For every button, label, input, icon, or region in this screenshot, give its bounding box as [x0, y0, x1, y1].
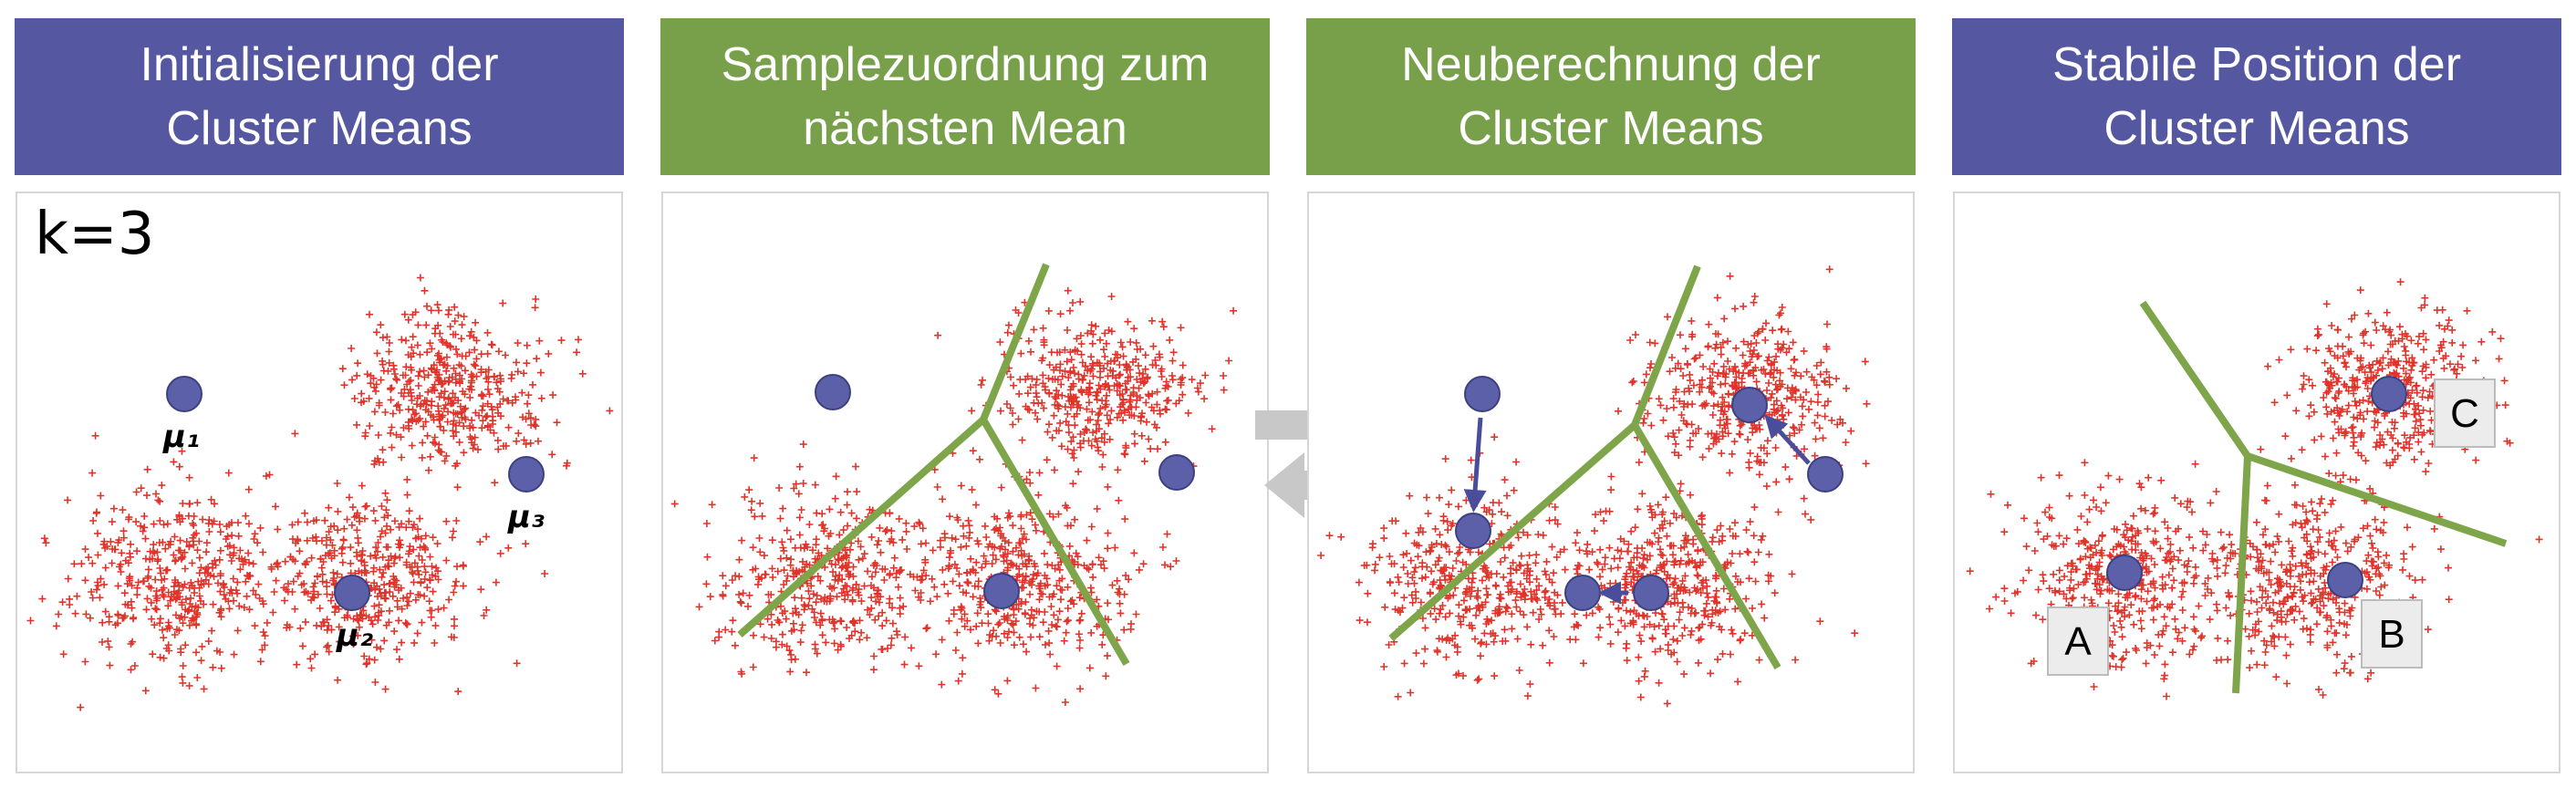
panel-initialization: μ₁ μ₂ μ₃ — [16, 192, 623, 773]
sample-points — [26, 274, 614, 711]
move-arrow-3 — [1764, 414, 1811, 465]
cluster-label-c-text: C — [2450, 391, 2479, 436]
move-arrow-1 — [1463, 417, 1487, 513]
mean-3-marker — [508, 456, 545, 493]
step-1-title-line2: Cluster Means — [166, 102, 473, 155]
cluster-label-b: B — [2361, 599, 2423, 669]
sample-marks — [670, 286, 1238, 706]
panel-stable: A B C — [1953, 192, 2560, 773]
mean-c-marker — [2371, 376, 2407, 412]
new-mean-1-marker — [1455, 513, 1491, 549]
new-mean-3-marker — [1731, 387, 1768, 423]
panel-2-plot — [670, 263, 1238, 706]
old-mean-2-marker — [1633, 575, 1669, 611]
step-2-title-line1: Samplezuordnung zum — [721, 38, 1210, 91]
mean-3-marker — [1158, 454, 1195, 491]
mean-2-label: μ₂ — [336, 617, 373, 654]
step-1-header: Initialisierung der Cluster Means — [15, 18, 624, 175]
mean-2-marker — [983, 573, 1020, 609]
panel-4-plot: A B C — [1966, 278, 2543, 700]
step-3-title-line1: Neuberechnung der — [1401, 38, 1821, 91]
step-4-header: Stabile Position der Cluster Means — [1952, 18, 2561, 175]
step-4-title-line2: Cluster Means — [2103, 102, 2410, 155]
k-value-label: k=3 — [35, 201, 155, 268]
new-mean-2-marker — [1564, 575, 1601, 611]
mean-b-marker — [2327, 562, 2363, 598]
panel-1-plot: μ₁ μ₂ μ₃ — [26, 274, 614, 711]
sample-marks — [26, 274, 614, 711]
mean-a-marker — [2106, 555, 2143, 591]
step-3-title-line2: Cluster Means — [1458, 102, 1764, 155]
mean-1-label: μ₁ — [162, 419, 200, 455]
panel-3-plot — [1317, 264, 1871, 708]
panel-assignment — [661, 192, 1269, 773]
decision-boundary-lower — [2232, 455, 2251, 694]
cluster-label-a: A — [2047, 607, 2109, 676]
sample-points — [670, 286, 1238, 706]
mean-1-marker — [166, 376, 203, 412]
decision-boundary-lower — [1631, 422, 1781, 670]
cluster-label-a-text: A — [2064, 619, 2092, 664]
step-2-header: Samplezuordnung zum nächsten Mean — [660, 18, 1270, 175]
mean-3-label: μ₃ — [507, 499, 545, 535]
sample-points — [1317, 265, 1871, 708]
old-mean-3-marker — [1807, 456, 1844, 493]
step-2-title-line2: nächsten Mean — [803, 102, 1127, 155]
decision-boundary-lower — [980, 417, 1130, 667]
cluster-label-b-text: B — [2378, 612, 2405, 657]
panel-recalculation — [1307, 192, 1915, 773]
step-4-title-line1: Stabile Position der — [2051, 38, 2462, 91]
step-3-header: Neuberechnung der Cluster Means — [1306, 18, 1916, 175]
step-1-title-line1: Initialisierung der — [140, 38, 499, 91]
old-mean-1-marker — [1464, 376, 1501, 412]
sample-marks — [1317, 265, 1871, 708]
mean-2-marker — [334, 575, 370, 611]
mean-1-marker — [815, 374, 851, 410]
cluster-label-c: C — [2434, 378, 2496, 448]
